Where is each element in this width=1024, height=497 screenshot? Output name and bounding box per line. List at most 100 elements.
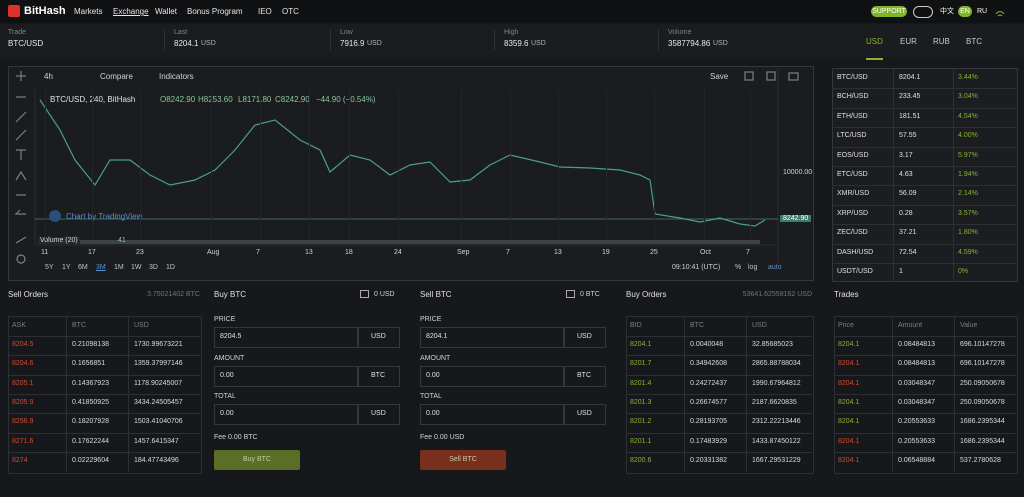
nav-link[interactable]: Exchange <box>113 7 149 16</box>
current-price-label: 8242.90 <box>780 215 812 222</box>
grid-line <box>654 90 655 240</box>
section-title: Trades <box>834 290 859 299</box>
indicators-button[interactable]: Indicators <box>159 72 194 81</box>
submit-button[interactable]: Buy BTC <box>214 450 300 470</box>
market-pair[interactable]: XRP/USD <box>837 209 869 217</box>
table-cell: 0.17622244 <box>72 437 109 445</box>
period-button[interactable]: 3M <box>96 264 106 271</box>
input-box[interactable] <box>420 327 564 348</box>
table-cell: 0.06548884 <box>898 456 935 464</box>
market-pair[interactable]: USDT/USD <box>837 268 873 275</box>
currency-tab[interactable]: BTC <box>966 37 982 46</box>
ticker-value: 3587794.86 <box>668 39 711 48</box>
language-option[interactable]: EN <box>958 6 972 17</box>
nav-link[interactable]: OTC <box>282 7 299 16</box>
input-box[interactable] <box>214 404 358 425</box>
x-axis-label: 18 <box>345 249 353 256</box>
scale-option[interactable]: % <box>735 264 742 271</box>
table-header: BTC <box>72 322 86 329</box>
input-box[interactable] <box>214 327 358 348</box>
col-divider <box>953 243 954 263</box>
ticker-value: BTC/USD <box>8 39 44 48</box>
language-option[interactable]: RU <box>977 8 988 15</box>
market-pair[interactable]: LTC/USD <box>837 132 867 140</box>
unit-box <box>564 365 606 387</box>
currency-tab[interactable]: USD <box>866 37 883 60</box>
period-button[interactable]: 3D <box>149 264 158 271</box>
market-pair[interactable]: DASH/USD <box>837 248 874 256</box>
submit-button[interactable]: Sell BTC <box>420 450 506 470</box>
scale-option[interactable]: log <box>748 264 758 271</box>
col-divider <box>128 316 129 472</box>
period-button[interactable]: 1Y <box>62 264 71 271</box>
input-box[interactable] <box>420 404 564 425</box>
table-cell: 0.02229604 <box>72 456 109 464</box>
nav-link[interactable]: Wallet <box>155 7 177 16</box>
compare-button[interactable]: Compare <box>100 72 133 81</box>
grid-line <box>260 90 261 240</box>
col-divider <box>893 263 894 282</box>
grid-line <box>140 90 141 240</box>
nav-link[interactable]: Markets <box>74 7 103 16</box>
grid-line <box>750 90 751 240</box>
table-cell: 1359.37997146 <box>134 360 183 368</box>
table-cell: 8204.1 <box>630 341 652 348</box>
row-divider <box>832 146 1016 148</box>
row-divider <box>8 432 200 434</box>
col-divider <box>892 316 893 472</box>
market-pair[interactable]: XMR/USD <box>837 190 870 198</box>
unit-box <box>564 327 606 348</box>
fee-text: Fee 0.00 BTC <box>214 434 258 441</box>
attribution: Chart by TradingView <box>66 212 143 221</box>
ohlc-value: H8253.60 <box>198 95 233 104</box>
input-box[interactable] <box>214 365 358 387</box>
interval[interactable]: 4h <box>44 72 53 81</box>
col-divider <box>953 69 954 88</box>
row-divider <box>834 374 1016 376</box>
period-button[interactable]: 1M <box>114 264 124 271</box>
section-total: 53641.62558162 USD <box>742 291 812 298</box>
market-pair[interactable]: ETH/USD <box>837 112 868 120</box>
nav-link[interactable]: IEO <box>258 7 272 16</box>
price-axis-label: 10000.00 <box>783 169 813 176</box>
market-pair[interactable]: ETC/USD <box>837 171 868 178</box>
nav-link[interactable]: Bonus Program <box>187 7 243 16</box>
row-divider <box>834 336 1016 337</box>
grid-line <box>309 90 310 240</box>
save-button[interactable]: Save <box>710 72 729 81</box>
language-option[interactable]: 中文 <box>940 8 954 15</box>
market-price: 233.45 <box>899 93 921 101</box>
x-axis-label: Oct <box>700 249 711 256</box>
scale-option[interactable]: auto <box>768 264 782 271</box>
volume-label: Volume (20) <box>38 237 80 244</box>
field-unit: BTC <box>577 371 591 379</box>
market-pair[interactable]: EOS/USD <box>837 151 869 159</box>
ticker-label: Last <box>174 29 188 36</box>
ticker-label: Trade <box>8 29 27 36</box>
period-button[interactable]: 1D <box>166 264 175 271</box>
table-cell: 8204.6 <box>12 360 34 368</box>
row-divider <box>834 355 1016 357</box>
market-pair[interactable]: BCH/USD <box>837 93 869 101</box>
market-change: 3.04% <box>958 93 978 101</box>
theme-toggle[interactable] <box>913 6 933 18</box>
period-button[interactable]: 5Y <box>45 264 54 271</box>
market-change: 2.14% <box>958 190 978 198</box>
table-cell: 1686.2395344 <box>960 437 1005 445</box>
support-button[interactable]: SUPPORT <box>871 6 907 17</box>
field-unit: USD <box>577 333 592 340</box>
col-divider <box>953 127 954 147</box>
ticker-value: 7916.9 <box>340 39 365 48</box>
market-pair[interactable]: ZEC/USD <box>837 229 868 237</box>
period-button[interactable]: 1W <box>131 264 142 271</box>
row-divider <box>8 451 200 453</box>
period-button[interactable]: 6M <box>78 264 88 271</box>
col-divider <box>953 166 954 185</box>
market-pair[interactable]: BTC/USD <box>837 74 868 81</box>
currency-tab[interactable]: EUR <box>900 37 917 46</box>
currency-tab[interactable]: RUB <box>933 37 950 46</box>
col-divider <box>953 88 954 108</box>
table-cell: 0.24272437 <box>690 379 727 387</box>
col-divider <box>893 204 894 224</box>
input-box[interactable] <box>420 365 564 387</box>
